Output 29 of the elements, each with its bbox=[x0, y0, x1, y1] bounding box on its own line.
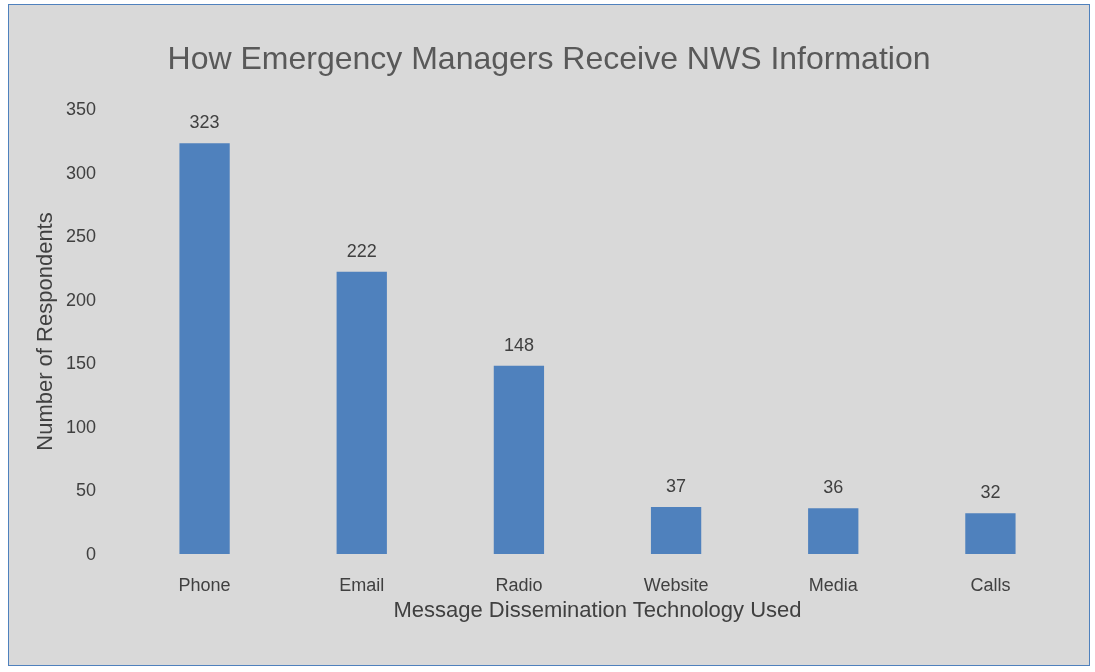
y-axis-title: Number of Respondents bbox=[31, 212, 57, 451]
y-tick-label: 0 bbox=[85, 544, 96, 564]
x-tick-label: Website bbox=[643, 575, 709, 595]
y-tick-label: 350 bbox=[65, 99, 96, 119]
bar bbox=[808, 508, 859, 554]
x-tick-label: Radio bbox=[495, 575, 543, 595]
data-label: 148 bbox=[503, 334, 534, 355]
x-axis-title: Message Dissemination Technology Used bbox=[393, 597, 802, 623]
bar bbox=[650, 506, 702, 554]
bar bbox=[336, 271, 387, 554]
data-label: 222 bbox=[346, 240, 377, 261]
y-tick-label: 200 bbox=[65, 289, 96, 310]
x-tick-label: Phone bbox=[178, 575, 231, 595]
bar bbox=[965, 513, 1016, 554]
data-label: 37 bbox=[666, 475, 687, 496]
bar bbox=[493, 365, 545, 554]
y-tick-label: 300 bbox=[65, 162, 96, 183]
x-tick-label: Email bbox=[339, 575, 385, 595]
data-label: 36 bbox=[823, 477, 844, 498]
x-tick-label: Media bbox=[808, 575, 859, 595]
x-tick-label: Calls bbox=[970, 575, 1011, 595]
y-tick-label: 100 bbox=[65, 416, 96, 437]
y-tick-label: 250 bbox=[65, 226, 96, 247]
data-label: 323 bbox=[189, 112, 220, 133]
chart-title: How Emergency Managers Receive NWS Information bbox=[167, 40, 931, 76]
data-label: 32 bbox=[980, 482, 1001, 503]
y-tick-label: 50 bbox=[75, 480, 96, 501]
bar bbox=[179, 143, 230, 554]
y-tick-label: 150 bbox=[65, 353, 96, 374]
